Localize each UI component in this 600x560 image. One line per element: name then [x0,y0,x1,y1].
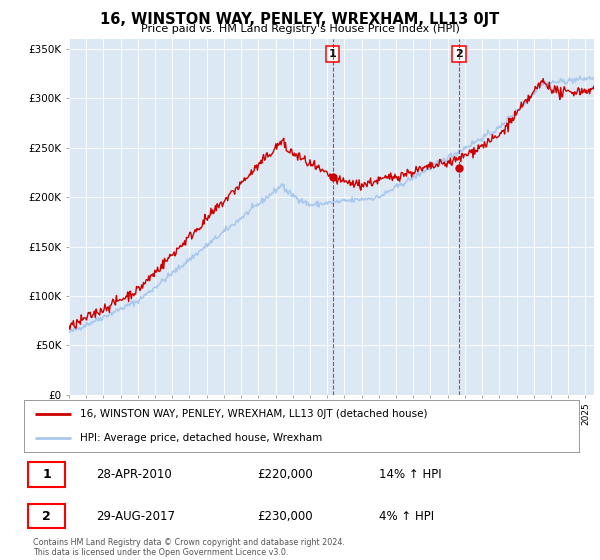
Text: £230,000: £230,000 [257,510,313,522]
FancyBboxPatch shape [28,503,65,529]
Text: 29-AUG-2017: 29-AUG-2017 [96,510,175,522]
Text: HPI: Average price, detached house, Wrexham: HPI: Average price, detached house, Wrex… [79,433,322,443]
Text: Contains HM Land Registry data © Crown copyright and database right 2024.
This d: Contains HM Land Registry data © Crown c… [33,538,345,557]
FancyBboxPatch shape [28,462,65,487]
Text: 28-APR-2010: 28-APR-2010 [96,468,172,481]
Text: 2: 2 [42,510,51,522]
Text: 1: 1 [42,468,51,481]
Text: 4% ↑ HPI: 4% ↑ HPI [379,510,434,522]
Text: £220,000: £220,000 [257,468,313,481]
Text: 16, WINSTON WAY, PENLEY, WREXHAM, LL13 0JT (detached house): 16, WINSTON WAY, PENLEY, WREXHAM, LL13 0… [79,409,427,419]
Text: 16, WINSTON WAY, PENLEY, WREXHAM, LL13 0JT: 16, WINSTON WAY, PENLEY, WREXHAM, LL13 0… [100,12,500,27]
Text: 14% ↑ HPI: 14% ↑ HPI [379,468,442,481]
Text: Price paid vs. HM Land Registry's House Price Index (HPI): Price paid vs. HM Land Registry's House … [140,24,460,34]
Text: 1: 1 [329,49,337,59]
Text: 2: 2 [455,49,463,59]
